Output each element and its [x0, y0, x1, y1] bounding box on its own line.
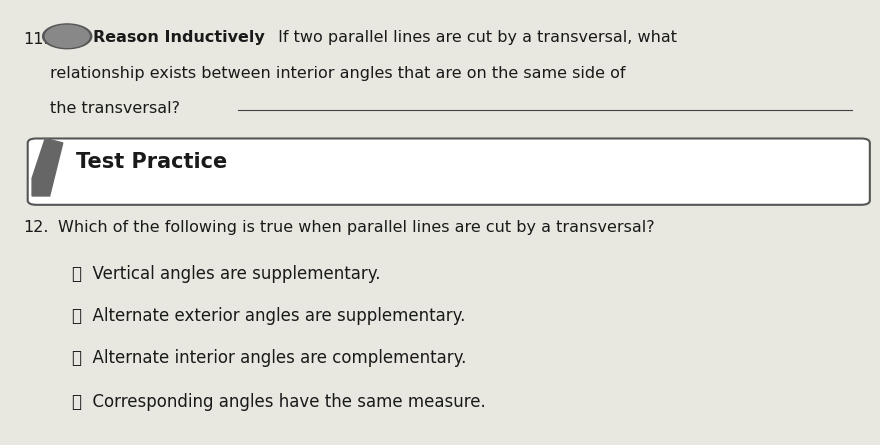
Text: the transversal?: the transversal? [49, 101, 180, 116]
Text: Ⓐ  Vertical angles are supplementary.: Ⓐ Vertical angles are supplementary. [71, 264, 380, 283]
Text: If two parallel lines are cut by a transversal, what: If two parallel lines are cut by a trans… [274, 30, 678, 45]
Text: 11.: 11. [23, 32, 49, 47]
Text: Reason Inductively: Reason Inductively [93, 30, 265, 45]
FancyBboxPatch shape [27, 138, 869, 205]
Text: Test Practice: Test Practice [76, 152, 227, 172]
Text: Ⓓ  Corresponding angles have the same measure.: Ⓓ Corresponding angles have the same mea… [71, 393, 485, 411]
Text: 12.: 12. [23, 220, 48, 235]
Circle shape [45, 25, 89, 47]
Text: Which of the following is true when parallel lines are cut by a transversal?: Which of the following is true when para… [58, 220, 655, 235]
Text: Ⓑ  Alternate exterior angles are supplementary.: Ⓑ Alternate exterior angles are suppleme… [71, 307, 465, 324]
Circle shape [42, 24, 92, 49]
Text: Ⓒ  Alternate interior angles are complementary.: Ⓒ Alternate interior angles are compleme… [71, 348, 466, 367]
Polygon shape [32, 138, 62, 196]
Text: relationship exists between interior angles that are on the same side of: relationship exists between interior ang… [49, 65, 625, 81]
